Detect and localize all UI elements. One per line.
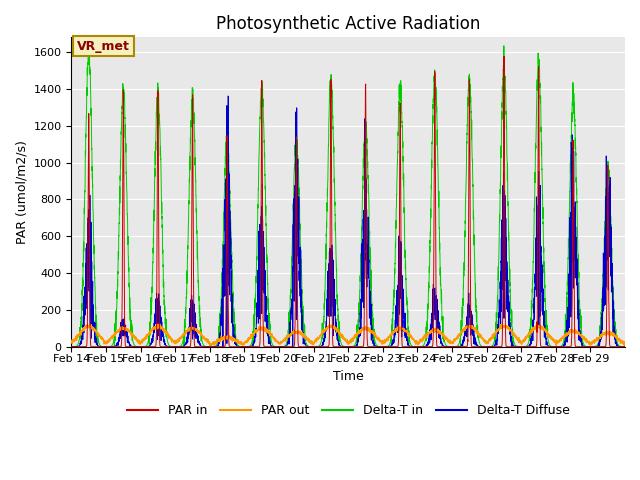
- Title: Photosynthetic Active Radiation: Photosynthetic Active Radiation: [216, 15, 481, 33]
- Text: VR_met: VR_met: [77, 40, 130, 53]
- Y-axis label: PAR (umol/m2/s): PAR (umol/m2/s): [15, 140, 28, 244]
- X-axis label: Time: Time: [333, 370, 364, 383]
- Legend: PAR in, PAR out, Delta-T in, Delta-T Diffuse: PAR in, PAR out, Delta-T in, Delta-T Dif…: [122, 399, 575, 422]
